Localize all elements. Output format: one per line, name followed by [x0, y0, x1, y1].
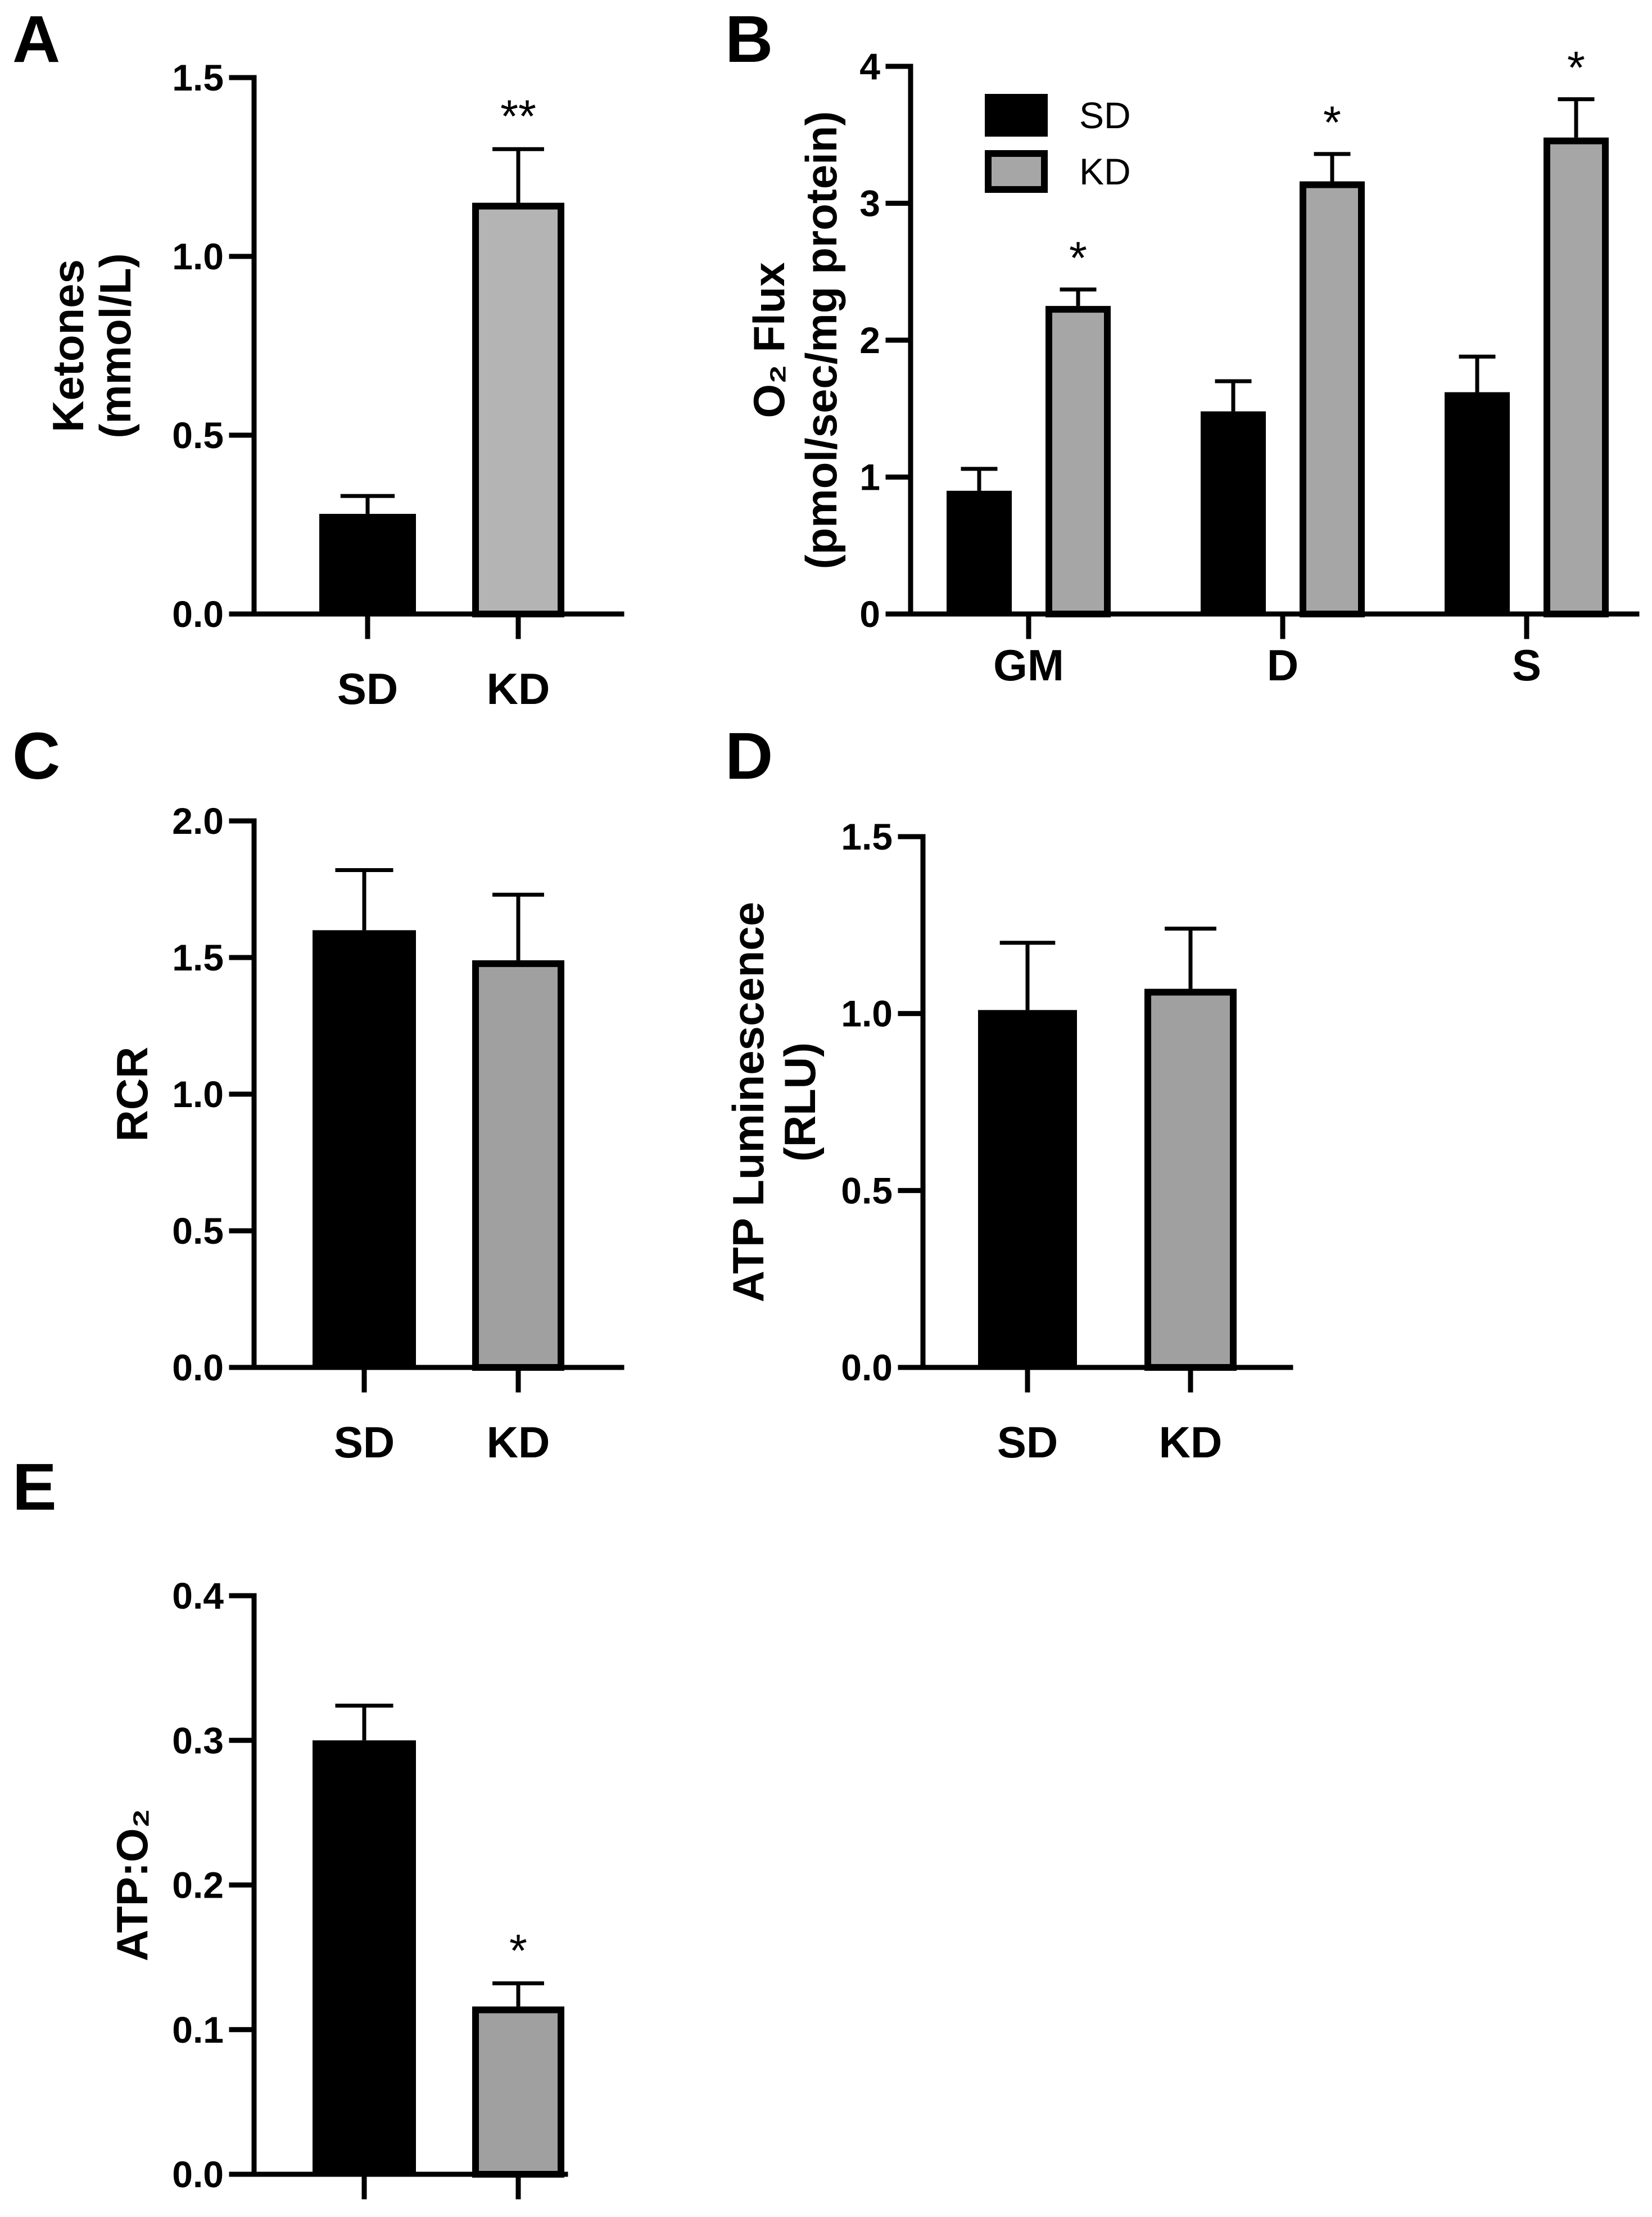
- y-tick-label: 0.3: [172, 1719, 224, 1761]
- y-axis-title: RCR: [107, 1047, 157, 1142]
- y-tick-label: 0.0: [172, 1347, 224, 1388]
- y-axis-title: (pmol/sec/mg protein): [796, 111, 846, 570]
- panel-a-chart: 0.0 0.5 1.0 1.5 Ketones(mmol/L) SD KD **: [43, 57, 624, 714]
- legend-label: KD: [1079, 151, 1131, 192]
- bar: [1144, 988, 1237, 1371]
- bar: [1045, 306, 1111, 617]
- bar: [1201, 411, 1266, 614]
- bar: [313, 1740, 416, 2174]
- panel-letter-e: E: [12, 1450, 57, 1524]
- bar: [313, 930, 416, 1367]
- bar: [472, 2006, 564, 2178]
- bar: [1445, 392, 1510, 614]
- significance-marker: **: [500, 91, 536, 142]
- y-axis-title: (RLU): [775, 1042, 825, 1162]
- panel-b-chart: 0 1 2 3 4 O₂ Flux (pmol/sec/mg protein) * GM * D * S…: [744, 42, 1640, 690]
- y-tick-label: 2: [859, 319, 880, 361]
- y-tick-label: 0.2: [172, 1864, 224, 1906]
- y-tick-label: 0.5: [841, 1170, 893, 1211]
- x-category-label: KD: [1159, 1417, 1223, 1467]
- bar: [1300, 181, 1365, 618]
- y-axis-title: O₂ Flux: [744, 262, 794, 418]
- x-category-label: SD: [997, 1417, 1058, 1467]
- y-tick-label: 0.5: [172, 1210, 224, 1252]
- x-category-label: SD: [337, 664, 398, 714]
- panel-letter-b: B: [725, 2, 773, 76]
- panel-d-chart: 0.0 0.5 1.0 1.5 ATP Luminescence (RLU) SD KD: [723, 816, 1293, 1467]
- y-tick-label: 0.5: [172, 414, 224, 456]
- y-axis-title: ATP Luminescence: [723, 902, 773, 1302]
- y-tick-label: 1.0: [841, 993, 893, 1035]
- y-tick-label: 0.0: [172, 2153, 224, 2195]
- significance-marker: *: [1323, 97, 1341, 148]
- bar: [947, 490, 1012, 614]
- y-axis-title: ATP:O₂: [107, 1809, 157, 1962]
- y-tick-label: 0.0: [841, 1347, 893, 1388]
- significance-marker: *: [1567, 42, 1585, 93]
- y-tick-label: 1.5: [172, 937, 224, 978]
- y-tick-label: 0.0: [172, 593, 224, 635]
- x-category-label: KD: [487, 664, 550, 714]
- panel-letter-a: A: [12, 2, 60, 76]
- x-category-label: D: [1267, 640, 1298, 690]
- y-tick-label: 3: [859, 183, 880, 224]
- significance-marker: *: [509, 1925, 527, 1976]
- bar: [472, 202, 564, 618]
- y-tick-label: 0.4: [172, 1575, 224, 1617]
- y-tick-label: 4: [859, 46, 880, 87]
- legend-swatch: [985, 94, 1048, 137]
- y-axis-title: (mmol/L): [90, 253, 140, 438]
- bar: [1544, 137, 1609, 617]
- bar: [319, 513, 416, 614]
- y-tick-label: 1.0: [172, 236, 224, 277]
- panel-c-chart: 0.0 0.5 1.0 1.5 2.0 RCR SD KD: [107, 800, 624, 1467]
- bar: [472, 960, 564, 1371]
- bar: [978, 1010, 1077, 1367]
- y-tick-label: 1.5: [841, 816, 893, 857]
- y-axis-title: Ketones: [43, 259, 93, 432]
- x-category-label: S: [1512, 640, 1541, 690]
- y-tick-label: 1: [859, 457, 880, 498]
- legend-label: SD: [1079, 94, 1131, 136]
- x-category-label: GM: [993, 640, 1064, 690]
- y-tick-label: 2.0: [172, 800, 224, 842]
- y-tick-label: 1.5: [172, 57, 224, 98]
- x-category-label: SD: [334, 1417, 395, 1467]
- y-tick-label: 0: [859, 593, 880, 635]
- significance-marker: *: [1069, 233, 1087, 284]
- legend-swatch: [985, 150, 1048, 193]
- panel-letter-c: C: [12, 719, 60, 793]
- panel-letter-d: D: [725, 719, 773, 793]
- y-tick-label: 0.1: [172, 2009, 224, 2051]
- y-tick-label: 1.0: [172, 1073, 224, 1115]
- x-category-label: KD: [487, 1417, 550, 1467]
